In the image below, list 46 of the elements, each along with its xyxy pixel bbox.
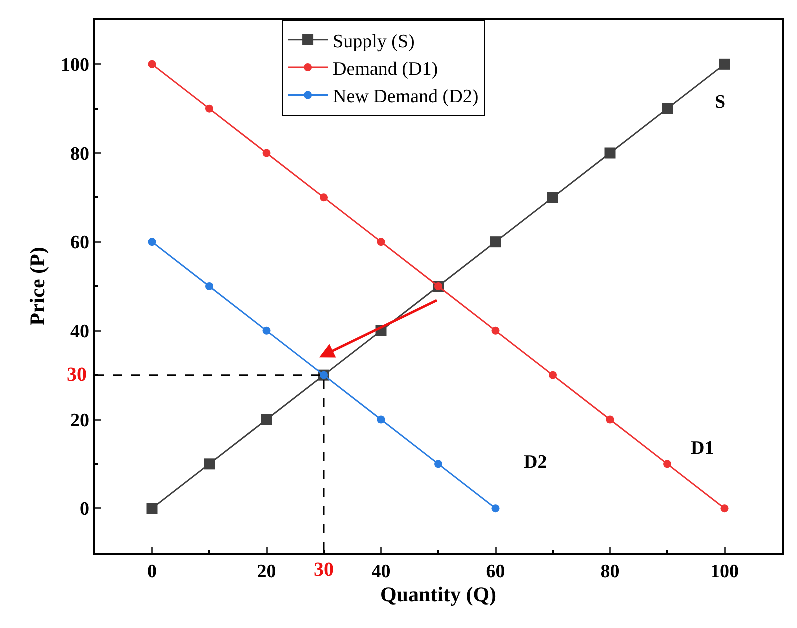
point (604, 148, 616, 159)
point (377, 416, 386, 424)
annotation: D2 (524, 452, 548, 473)
point (206, 282, 214, 290)
point (320, 194, 328, 202)
point (262, 326, 271, 335)
point (206, 104, 214, 113)
y-tick-label: 100 (60, 55, 90, 76)
point (148, 60, 156, 68)
y-tick-label: 60 (70, 232, 90, 254)
point (377, 238, 386, 246)
point (262, 149, 271, 158)
point (492, 504, 500, 513)
point (148, 238, 156, 246)
y-tick-label: 20 (70, 410, 90, 432)
point (490, 236, 502, 248)
point (492, 326, 500, 335)
x-tick-label: 0 (148, 562, 157, 583)
point (662, 103, 673, 114)
point (204, 458, 215, 470)
y-tick-label: 80 (70, 144, 90, 165)
x-tick-label: 20 (257, 562, 276, 583)
y-tick-label: 0 (80, 499, 90, 520)
x-tick-label: 40 (372, 562, 391, 583)
point (261, 414, 272, 426)
point (549, 371, 557, 380)
point (434, 460, 442, 468)
point (548, 192, 558, 204)
x-tick-label: 60 (486, 562, 506, 583)
point (664, 460, 672, 468)
point (720, 504, 729, 513)
point (606, 416, 614, 424)
legend-label: New Demand (D2) (333, 86, 479, 108)
annotation: D1 (691, 438, 714, 459)
annotation: 30 (314, 559, 334, 581)
legend-label: Supply (S) (333, 31, 415, 52)
x-axis-title: Quantity (Q) (380, 582, 497, 607)
point (146, 503, 158, 514)
x-tick-label: 80 (600, 562, 620, 583)
legend-label: Demand (D1) (333, 58, 438, 80)
x-tick-label: 100 (710, 562, 739, 583)
y-axis-title: Price (P) (26, 247, 50, 326)
y-tick-label: 40 (70, 322, 90, 343)
annotation: S (715, 92, 726, 113)
annotation: 30 (67, 364, 87, 386)
point (719, 58, 730, 70)
